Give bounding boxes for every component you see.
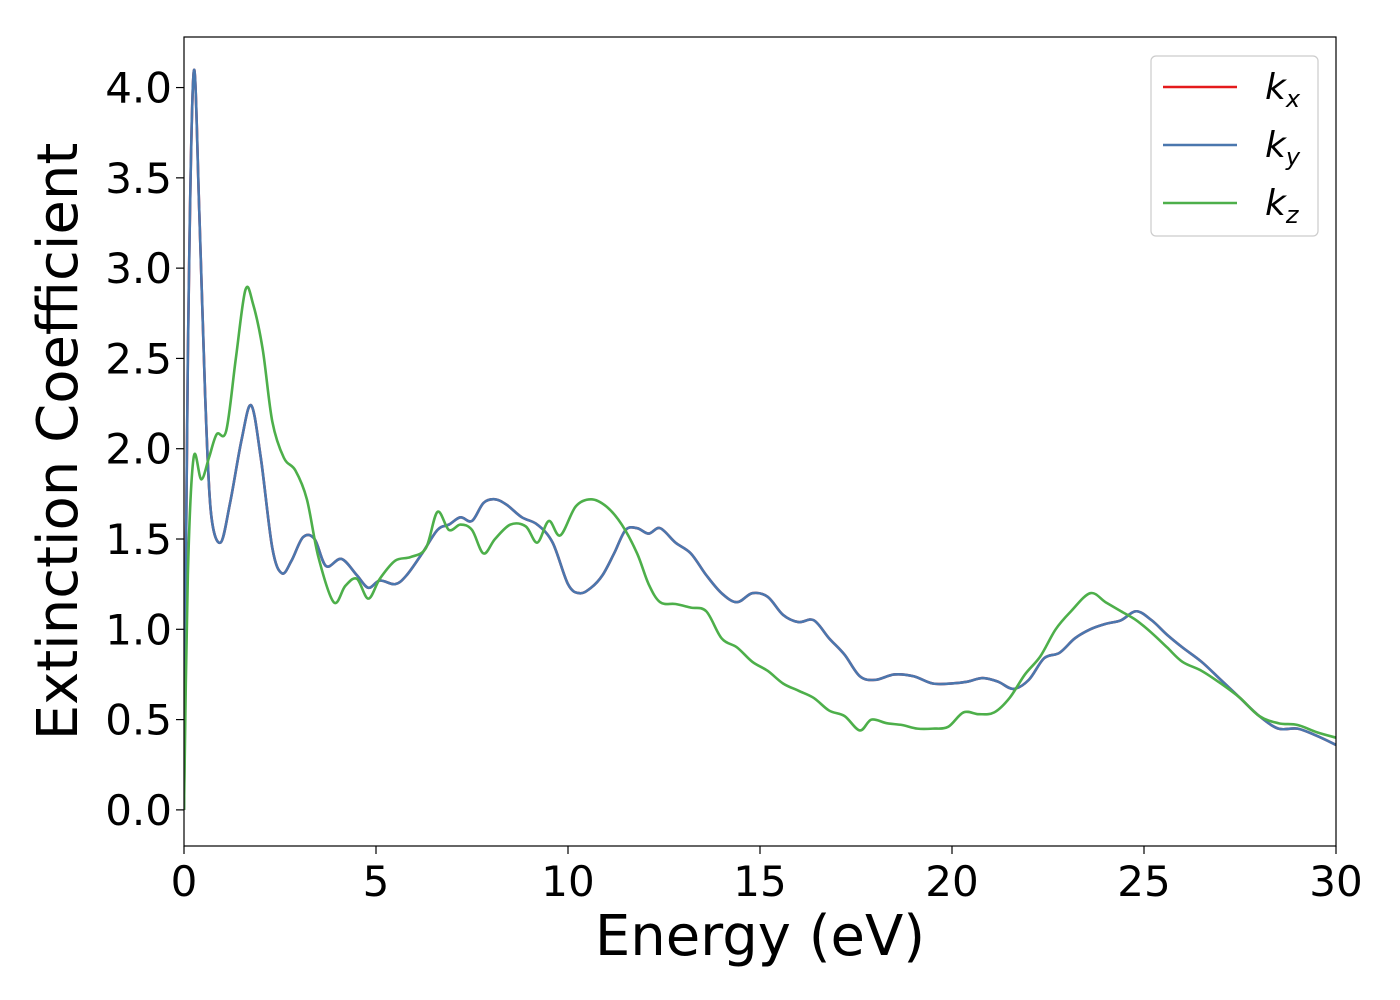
y-tick-label: 0.0: [105, 786, 172, 835]
y-tick-label: 4.0: [105, 64, 172, 113]
y-tick-label: 3.5: [105, 154, 172, 203]
y-tick-label: 3.0: [105, 244, 172, 293]
x-tick-label: 5: [363, 857, 390, 906]
x-tick-label: 25: [1117, 857, 1170, 906]
legend-label: ky: [1265, 125, 1301, 171]
x-tick-label: 10: [541, 857, 594, 906]
legend-item-ky: ky: [1163, 125, 1301, 171]
legend-label: kx: [1265, 67, 1301, 113]
x-axis-title: Energy (eV): [595, 904, 925, 969]
series-line-ky: [184, 68, 1336, 810]
series-line-kz: [184, 285, 1336, 810]
legend-item-kz: kz: [1163, 183, 1300, 229]
y-tick-label: 2.5: [105, 334, 172, 383]
legend-item-kx: kx: [1163, 67, 1301, 113]
x-tick-label: 15: [733, 857, 786, 906]
x-tick-label: 20: [925, 857, 978, 906]
y-axis-title: Extinction Coefficient: [26, 143, 91, 741]
legend: kx ky kz: [1150, 55, 1319, 237]
legend-label: kz: [1265, 183, 1300, 229]
x-tick-label: 0: [171, 857, 198, 906]
y-tick-label: 1.0: [105, 605, 172, 654]
y-tick-label: 2.0: [105, 425, 172, 474]
y-tick-label: 0.5: [105, 696, 172, 745]
y-tick-label: 1.5: [105, 515, 172, 564]
x-axis: 0 5 10 15 20 25 30: [171, 846, 1363, 906]
y-axis: 0.0 0.5 1.0 1.5 2.0 2.5 3.0 3.5 4.0: [105, 64, 184, 835]
x-tick-label: 30: [1309, 857, 1362, 906]
series-layer: [184, 68, 1336, 810]
